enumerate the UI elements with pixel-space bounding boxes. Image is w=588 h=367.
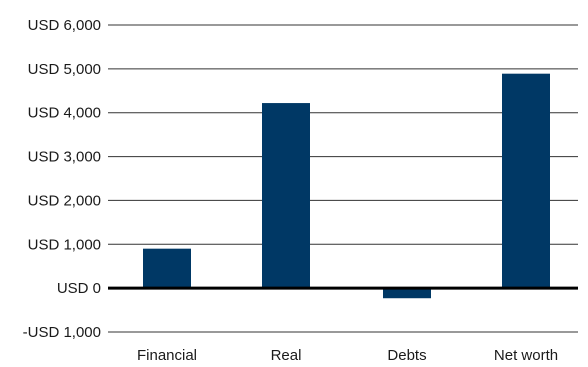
gridlines bbox=[108, 24, 578, 333]
y-axis-labels: USD 6,000 USD 5,000 USD 4,000 USD 3,000 USD … bbox=[23, 17, 101, 341]
x-category-label: Financial bbox=[137, 347, 197, 364]
bar-debts bbox=[383, 288, 431, 299]
y-tick-label: USD 4,000 bbox=[28, 105, 101, 122]
y-tick-label: USD 3,000 bbox=[28, 149, 101, 166]
bar-financial bbox=[143, 248, 191, 289]
bar-net-worth bbox=[502, 73, 550, 289]
y-tick-label: USD 0 bbox=[57, 280, 101, 297]
x-category-label: Debts bbox=[387, 347, 426, 364]
y-tick-label: USD 6,000 bbox=[28, 17, 101, 34]
y-tick-label: USD 1,000 bbox=[28, 236, 101, 253]
x-category-label: Real bbox=[271, 347, 302, 364]
x-axis-labels: Financial Real Debts Net worth bbox=[137, 347, 558, 364]
bars bbox=[143, 73, 550, 299]
y-tick-label: USD 2,000 bbox=[28, 192, 101, 209]
x-category-label: Net worth bbox=[494, 347, 558, 364]
bar-real bbox=[262, 103, 310, 289]
y-tick-label: USD 5,000 bbox=[28, 61, 101, 78]
y-tick-label: -USD 1,000 bbox=[23, 324, 101, 341]
